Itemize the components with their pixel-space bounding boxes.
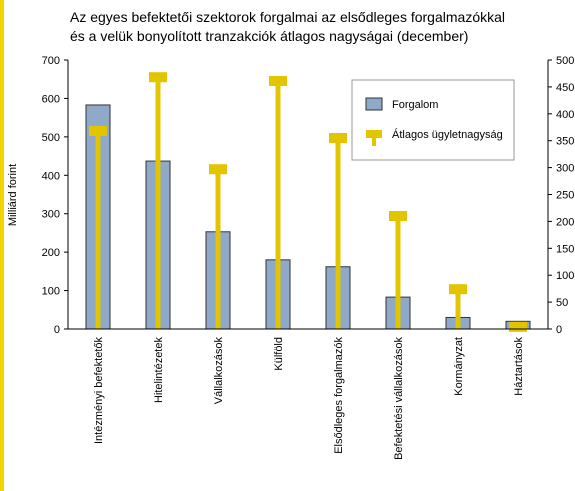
lollipop-cap bbox=[509, 321, 527, 332]
lollipop-stem bbox=[95, 131, 101, 329]
lollipop-cap bbox=[449, 284, 467, 295]
legend-box bbox=[351, 79, 515, 161]
legend-swatch bbox=[372, 136, 376, 146]
y2-tick-label: 150 bbox=[556, 243, 574, 255]
lollipop bbox=[329, 133, 347, 329]
x-tick-label: Kormányzat bbox=[453, 337, 465, 396]
x-tick-label: Vállalkozások bbox=[213, 337, 225, 405]
y2-tick-label: 450 bbox=[556, 82, 574, 94]
y2-tick-label: 0 bbox=[556, 324, 562, 336]
y-tick-label: 400 bbox=[42, 170, 60, 182]
y-tick-label: 200 bbox=[42, 247, 60, 259]
x-tick-label: Külföld bbox=[273, 337, 285, 371]
x-tick-label: Elsődleges forgalmazók bbox=[333, 337, 345, 454]
chart-title: Az egyes befektetői szektorok forgalmai … bbox=[70, 9, 505, 25]
y2-tick-label: 100 bbox=[556, 270, 574, 282]
y2-tick-label: 300 bbox=[556, 163, 574, 175]
lollipop-cap bbox=[269, 75, 287, 86]
y-tick-label: 300 bbox=[42, 209, 60, 221]
lollipop bbox=[89, 126, 107, 329]
lollipop bbox=[149, 72, 167, 329]
legend-label: Forgalom bbox=[392, 99, 438, 111]
lollipop-cap bbox=[89, 126, 107, 137]
lollipop-stem bbox=[395, 216, 401, 329]
lollipop-cap bbox=[209, 164, 227, 175]
side-strip bbox=[0, 0, 4, 491]
x-tick-label: Befektetési vállalkozások bbox=[393, 337, 405, 460]
y2-tick-label: 200 bbox=[556, 216, 574, 228]
y2-tick-label: 250 bbox=[556, 190, 574, 202]
y2-tick-label: 400 bbox=[556, 109, 574, 121]
legend-swatch bbox=[365, 97, 383, 111]
lollipop bbox=[449, 284, 467, 329]
lollipop bbox=[209, 164, 227, 329]
y2-tick-label: 350 bbox=[556, 136, 574, 148]
x-tick-label: Háztartások bbox=[513, 337, 525, 396]
lollipop-stem bbox=[155, 77, 161, 329]
lollipop-cap bbox=[389, 211, 407, 222]
y2-tick-label: 500 bbox=[556, 55, 574, 67]
lollipop bbox=[269, 75, 287, 330]
y-tick-label: 600 bbox=[42, 93, 60, 105]
legend-label: Átlagos ügyletnagyság bbox=[392, 128, 503, 141]
lollipop-cap bbox=[149, 72, 167, 83]
chart-title: és a velük bonyolított tranzakciók átlag… bbox=[70, 28, 468, 44]
lollipop bbox=[509, 321, 527, 332]
lollipop-stem bbox=[215, 169, 221, 329]
y-tick-label: 100 bbox=[42, 286, 60, 298]
y-tick-label: 500 bbox=[42, 132, 60, 144]
legend-swatch bbox=[366, 130, 382, 138]
lollipop-stem bbox=[275, 80, 281, 330]
x-tick-label: Intézményi befektetők bbox=[93, 337, 105, 445]
x-tick-label: Hitelintézetek bbox=[153, 337, 165, 404]
y-axis-label: Milliárd forint bbox=[7, 164, 19, 226]
lollipop-cap bbox=[329, 133, 347, 144]
y2-tick-label: 50 bbox=[556, 297, 568, 309]
lollipop bbox=[389, 211, 407, 329]
lollipop-stem bbox=[455, 289, 461, 329]
lollipop-stem bbox=[335, 138, 341, 329]
y-tick-label: 700 bbox=[42, 55, 60, 67]
y-tick-label: 0 bbox=[54, 324, 60, 336]
